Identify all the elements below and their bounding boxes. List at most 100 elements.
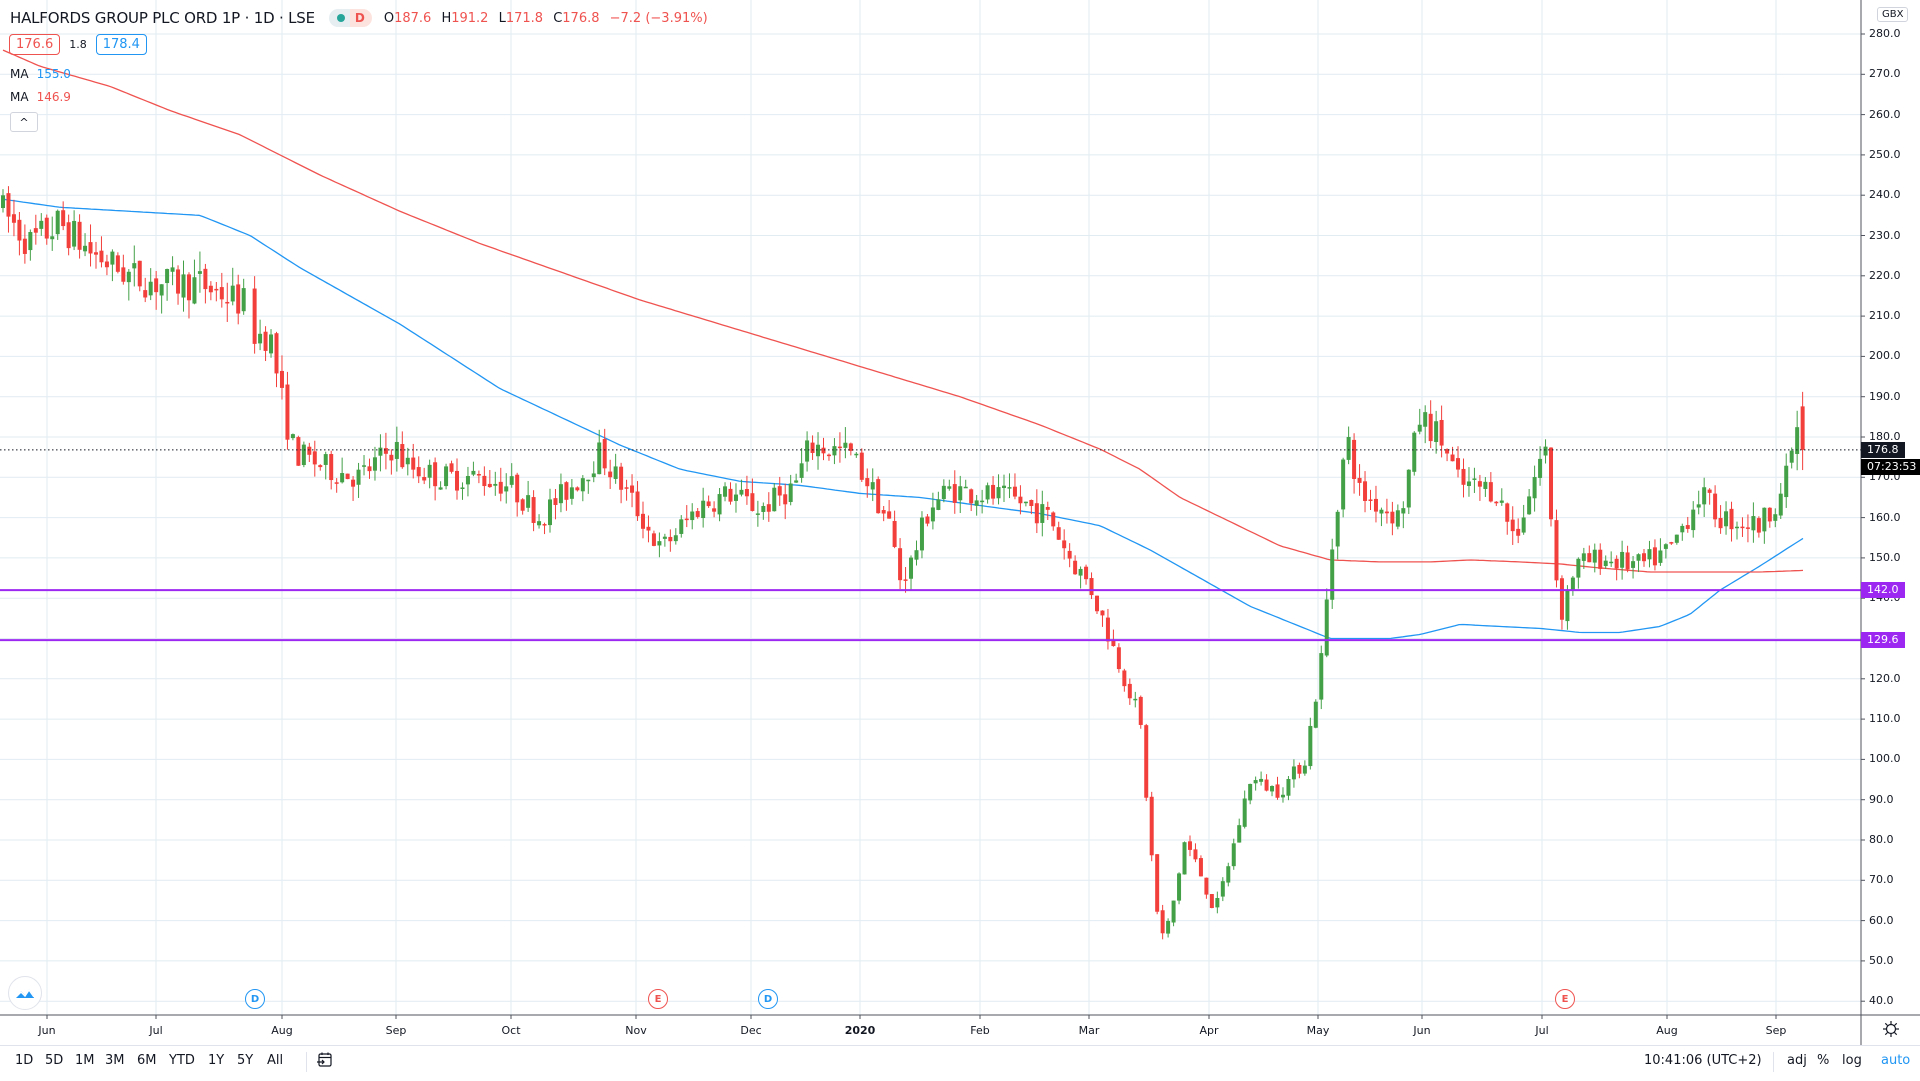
candle-body [1084,566,1089,580]
range-button-all[interactable]: All [267,1053,284,1068]
candle-body [1231,843,1236,867]
candle-body [980,500,985,503]
candle-body [1406,469,1411,508]
auto-scale-toggle[interactable]: auto [1881,1053,1911,1068]
candle-body [1636,554,1641,561]
candle-body [1166,920,1171,934]
candle-body [1346,437,1351,460]
ma-fast-value: 155.0 [36,67,71,81]
range-button-1d[interactable]: 1D [15,1053,34,1068]
candle-body [1642,553,1646,562]
candle-body [1,195,5,209]
candle-body [1718,518,1723,529]
candle-body [783,494,788,505]
indicator-ma-fast[interactable]: MA 155.0 [10,67,71,81]
price-axis-label: 90.0 [1869,792,1894,806]
open-value: 187.6 [394,10,432,26]
candle-body [504,486,509,492]
log-scale-toggle[interactable]: log [1842,1053,1862,1068]
candle-body [755,513,760,515]
candle-body [1105,617,1110,642]
buy-button[interactable]: 178.4 [95,34,147,55]
candle-body [837,446,842,449]
range-button-ytd[interactable]: YTD [169,1053,195,1068]
candle-body [1280,794,1285,798]
candle-body [345,473,350,480]
candle-body [279,370,284,388]
candle-body [1702,487,1707,505]
hline-price-tag: 129.6 [1861,632,1905,649]
chevron-up-icon: ^ [19,115,29,129]
candle-body [515,474,520,503]
chart-settings-button[interactable] [1882,1020,1900,1042]
candle-body [1111,640,1116,647]
range-button-3m[interactable]: 3M [105,1053,125,1068]
range-button-5y[interactable]: 5Y [237,1053,254,1068]
candle-body [1516,528,1521,536]
currency-label[interactable]: GBX [1877,7,1909,22]
candle-body [33,228,38,233]
candle-body [805,440,810,462]
range-button-1m[interactable]: 1M [75,1053,95,1068]
candle-body [66,222,71,249]
range-button-6m[interactable]: 6M [137,1053,157,1068]
dividend-marker[interactable]: D [245,989,265,1009]
goto-date-button[interactable] [316,1051,334,1073]
candle-body [1253,780,1258,784]
candle-body [83,245,88,252]
candle-body [925,516,930,524]
candle-body [170,267,175,272]
candle-body [334,482,339,484]
candle-body [258,333,263,344]
candle-body [192,277,197,304]
candle-body [564,482,569,500]
tradingview-logo[interactable] [8,976,42,1010]
market-status-pill[interactable]: D [328,9,372,27]
range-button-5d[interactable]: 5D [45,1053,64,1068]
price-axis-label: 270.0 [1869,67,1901,81]
candle-body [312,451,317,465]
candle-body [1795,427,1800,454]
candle-body [1127,683,1132,699]
candle-body [1177,873,1182,901]
candle-body [1067,550,1072,559]
candle-body [887,511,892,519]
sell-button[interactable]: 176.6 [9,34,61,55]
candle-body [405,457,410,465]
candle-body [482,475,487,487]
hline-price-tag: 142.0 [1861,582,1905,599]
candle-body [1494,501,1499,504]
candle-body [1259,778,1264,782]
candle-body [1669,542,1674,544]
percent-scale-toggle[interactable]: % [1817,1053,1830,1068]
collapse-legend-button[interactable]: ^ [10,112,38,132]
symbol-title[interactable]: HALFORDS GROUP PLC ORD 1P · 1D · LSE [10,9,315,27]
earnings-marker[interactable]: E [1555,989,1575,1009]
change-value: −7.2 (−3.91%) [609,10,708,26]
candle-body [597,442,602,475]
candle-body [455,470,460,491]
candle-body [416,467,421,477]
indicator-ma-slow[interactable]: MA 146.9 [10,90,71,104]
time-axis-label: Dec [740,1024,762,1037]
candle-body [274,333,279,374]
candle-body [1133,698,1138,701]
candle-body [61,210,66,227]
adjust-data-toggle[interactable]: adj [1787,1053,1807,1068]
candle-body [1521,517,1526,533]
dividend-marker[interactable]: D [758,989,778,1009]
candle-body [750,493,755,511]
candle-body [575,487,580,491]
candle-body [340,473,345,483]
candle-body [657,541,662,546]
candle-body [794,480,799,483]
candle-body [865,478,870,487]
earnings-marker[interactable]: E [648,989,668,1009]
timezone-clock[interactable]: 10:41:06 (UTC+2) [1644,1053,1762,1068]
time-axis-label: Sep [1765,1024,1787,1037]
candle-body [613,466,618,479]
range-button-1y[interactable]: 1Y [208,1053,225,1068]
candle-body [635,491,640,517]
candle-body [640,513,645,529]
